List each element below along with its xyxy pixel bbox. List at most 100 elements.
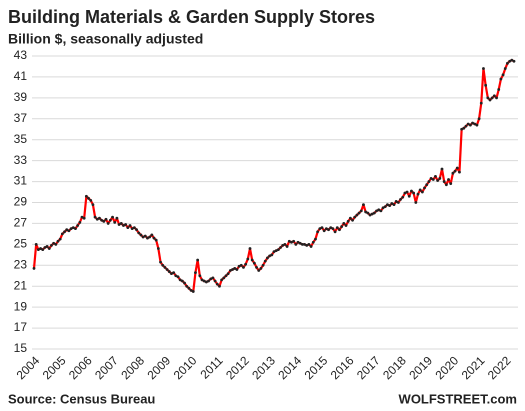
y-tick-label: 29 [14, 195, 28, 209]
data-point [268, 254, 272, 258]
data-point [405, 190, 409, 194]
data-point [355, 213, 359, 217]
data-point [311, 240, 315, 244]
data-point [362, 203, 365, 206]
data-point [331, 227, 335, 231]
data-point [224, 274, 228, 278]
data-point [303, 242, 306, 246]
data-point [220, 278, 224, 282]
data-point [338, 228, 341, 232]
data-point [189, 289, 193, 292]
data-point [231, 268, 234, 271]
data-point [451, 171, 455, 175]
y-tick-label: 31 [14, 174, 28, 188]
data-point [357, 211, 361, 215]
data-point [416, 192, 420, 196]
data-point [501, 73, 505, 77]
data-point [154, 238, 158, 242]
x-tick-label: 2020 [432, 353, 461, 382]
x-tick-label: 2007 [92, 353, 121, 382]
data-point [300, 242, 304, 246]
data-point [506, 61, 509, 65]
data-point [259, 267, 263, 270]
data-point [370, 212, 374, 216]
data-point [287, 239, 291, 243]
data-point [394, 200, 398, 203]
data-point [146, 236, 149, 240]
data-point [396, 201, 400, 204]
x-tick-label: 2004 [14, 353, 43, 382]
data-point [466, 122, 470, 126]
data-point [202, 279, 206, 283]
data-point [379, 209, 383, 213]
x-tick-label: 2014 [275, 353, 304, 382]
data-point [438, 177, 442, 180]
data-point [185, 284, 189, 288]
data-point [490, 96, 494, 100]
data-point [130, 227, 134, 231]
data-point [250, 258, 254, 262]
data-point [84, 194, 88, 198]
data-point [141, 235, 145, 239]
data-point [440, 167, 444, 171]
data-point [309, 245, 313, 248]
data-point [78, 220, 82, 224]
data-point [222, 276, 226, 280]
data-point [67, 229, 71, 233]
data-point [176, 275, 180, 279]
x-tick-label: 2012 [223, 353, 252, 382]
data-point [462, 126, 466, 130]
data-point [65, 228, 69, 232]
data-point [87, 196, 90, 200]
data-point [163, 265, 167, 269]
data-point [106, 222, 110, 225]
data-point [228, 269, 232, 272]
data-point [237, 264, 241, 268]
x-tick-label: 2021 [459, 353, 488, 382]
data-point [89, 199, 93, 202]
data-point [320, 226, 324, 230]
data-point [111, 215, 114, 219]
data-point [392, 203, 396, 206]
data-point [322, 229, 326, 233]
data-point [196, 258, 200, 262]
data-point [218, 284, 221, 288]
data-point [235, 268, 239, 271]
x-tick-label: 2015 [302, 353, 331, 382]
data-point [508, 59, 512, 63]
data-point [108, 218, 112, 222]
data-point [429, 177, 433, 180]
data-line [32, 59, 515, 293]
y-tick-label: 41 [14, 69, 28, 83]
data-point [412, 191, 416, 195]
data-point [434, 174, 437, 178]
data-point [276, 248, 280, 251]
data-point [172, 271, 176, 275]
data-point [447, 178, 450, 181]
data-point [93, 215, 97, 219]
x-tick-label: 2010 [171, 353, 200, 382]
data-point [495, 96, 498, 100]
data-point [248, 247, 252, 250]
data-point [285, 245, 289, 248]
data-point [198, 274, 202, 278]
y-tick-label: 39 [14, 90, 28, 104]
data-point [159, 260, 162, 264]
data-point [381, 206, 385, 210]
source: Source: Census Bureau [8, 391, 155, 406]
data-point [167, 270, 171, 273]
data-point [512, 59, 516, 63]
x-tick-label: 2011 [197, 353, 225, 381]
x-tick-label: 2005 [40, 353, 69, 382]
data-point [482, 67, 485, 70]
data-point [436, 179, 440, 182]
data-point [283, 242, 287, 246]
data-point [366, 211, 370, 215]
data-point [113, 220, 117, 224]
y-tick-label: 17 [14, 320, 28, 334]
data-point [305, 244, 309, 247]
data-point [244, 262, 248, 266]
data-point [252, 261, 256, 265]
y-tick-label: 33 [14, 153, 28, 167]
